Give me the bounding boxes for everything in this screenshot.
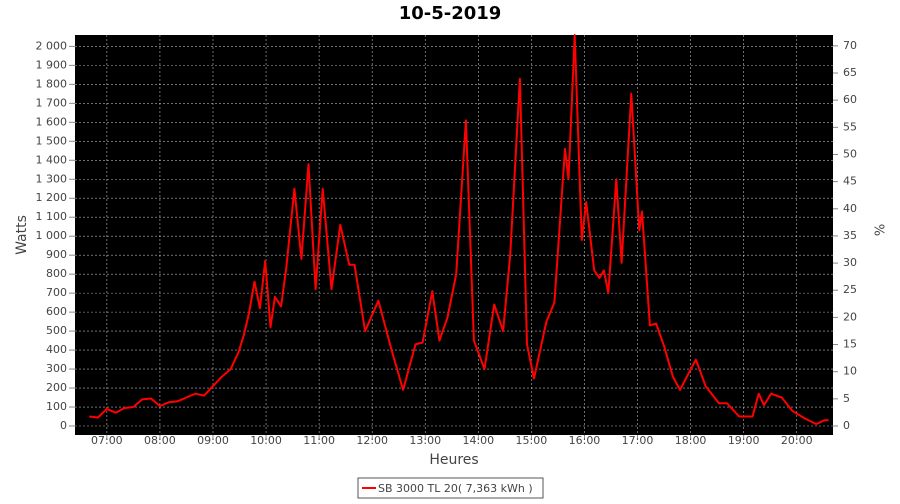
x-tick-label: 09:00 bbox=[197, 434, 229, 447]
x-tick-label: 07:00 bbox=[91, 434, 123, 447]
x-axis-label: Heures bbox=[429, 452, 478, 468]
y2-tick-label: 40 bbox=[843, 202, 857, 215]
y-tick-label: 1 100 bbox=[36, 210, 68, 223]
x-tick-label: 13:00 bbox=[409, 434, 441, 447]
x-tick-label: 18:00 bbox=[675, 434, 707, 447]
x-tick-label: 20:00 bbox=[781, 434, 813, 447]
y2-tick-label: 0 bbox=[843, 419, 850, 432]
y-axis-label: Watts bbox=[14, 215, 30, 255]
y-tick-label: 200 bbox=[46, 381, 67, 394]
y2-axis-label: % bbox=[874, 224, 889, 236]
y2-tick-label: 70 bbox=[843, 39, 857, 52]
x-tick-label: 19:00 bbox=[728, 434, 760, 447]
y-tick-label: 1 400 bbox=[36, 153, 68, 166]
x-tick-label: 08:00 bbox=[144, 434, 176, 447]
legend bbox=[357, 477, 544, 499]
y2-tick-label: 65 bbox=[843, 66, 857, 79]
y2-tick-label: 20 bbox=[843, 310, 857, 323]
y2-tick-label: 30 bbox=[843, 256, 857, 269]
y-tick-label: 800 bbox=[46, 267, 67, 280]
legend-label: SB 3000 TL 20( 7,363 kWh ) bbox=[378, 482, 533, 495]
x-tick-label: 17:00 bbox=[622, 434, 654, 447]
y2-tick-label: 25 bbox=[843, 283, 857, 296]
y-tick-label: 1 000 bbox=[36, 229, 68, 242]
y-tick-label: 1 500 bbox=[36, 134, 68, 147]
y2-tick-label: 45 bbox=[843, 175, 857, 188]
x-tick-label: 14:00 bbox=[462, 434, 494, 447]
y-tick-label: 600 bbox=[46, 305, 67, 318]
x-tick-label: 15:00 bbox=[516, 434, 548, 447]
y2-tick-label: 35 bbox=[843, 229, 857, 242]
y-tick-label: 900 bbox=[46, 248, 67, 261]
x-tick-label: 10:00 bbox=[250, 434, 282, 447]
x-tick-label: 11:00 bbox=[303, 434, 335, 447]
y-tick-label: 2 000 bbox=[36, 39, 68, 52]
chart-title: 10-5-2019 bbox=[399, 3, 502, 24]
plot-area bbox=[75, 35, 833, 435]
y-tick-label: 700 bbox=[46, 286, 67, 299]
y-tick-label: 300 bbox=[46, 362, 67, 375]
y-tick-label: 100 bbox=[46, 400, 67, 413]
y-tick-label: 1 900 bbox=[36, 58, 68, 71]
y-tick-label: 1 300 bbox=[36, 172, 68, 185]
y-tick-label: 1 800 bbox=[36, 77, 68, 90]
y-tick-label: 1 200 bbox=[36, 191, 68, 204]
y-tick-label: 400 bbox=[46, 343, 67, 356]
y2-tick-label: 60 bbox=[843, 93, 857, 106]
y-tick-label: 1 700 bbox=[36, 96, 68, 109]
data-line bbox=[89, 34, 829, 426]
y2-tick-label: 15 bbox=[843, 338, 857, 351]
y-tick-label: 1 600 bbox=[36, 115, 68, 128]
y-tick-label: 0 bbox=[60, 419, 67, 432]
y2-tick-label: 5 bbox=[843, 392, 850, 405]
y2-tick-label: 10 bbox=[843, 365, 857, 378]
y-tick-label: 500 bbox=[46, 324, 67, 337]
y2-tick-label: 55 bbox=[843, 120, 857, 133]
y2-tick-label: 50 bbox=[843, 147, 857, 160]
x-tick-label: 16:00 bbox=[569, 434, 601, 447]
x-tick-label: 12:00 bbox=[356, 434, 388, 447]
